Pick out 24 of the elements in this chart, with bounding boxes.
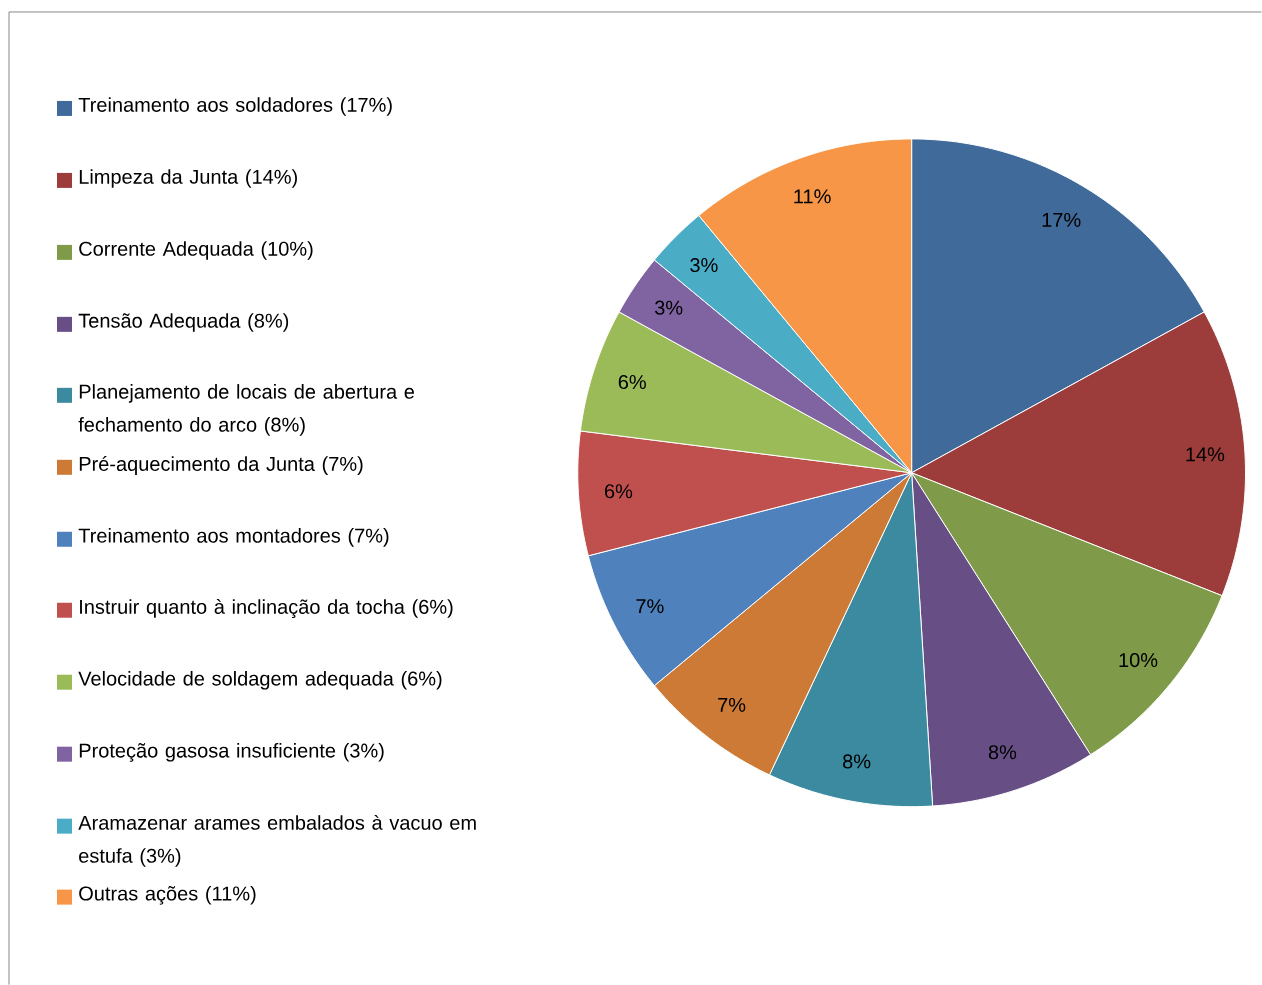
legend-label: Velocidade de soldagem adequada (6%) [78, 670, 442, 690]
data-label: 11% [794, 189, 831, 204]
legend-label: Proteção gasosa insuficiente (3%) [79, 742, 384, 762]
legend-label: Treinamento aos soldadores (17%) [78, 97, 392, 116]
legend-label: Treinamento aos montadores (7%) [78, 527, 389, 547]
legend-label: Pré-aquecimento da Junta (7%) [79, 456, 363, 475]
data-label: 8% [988, 745, 1017, 760]
legend-label: Outras ações (11%) [79, 885, 256, 905]
legend-label: Tensão Adequada (8%) [78, 313, 289, 332]
data-label: 14% [1186, 447, 1225, 462]
legend-label: Corrente Adequada (10%) [79, 241, 313, 260]
data-label: 8% [843, 754, 871, 769]
data-label: 3% [654, 300, 683, 315]
data-label: 10% [1119, 652, 1158, 668]
legend-label: Limpeza da Junta (14%) [79, 169, 297, 188]
data-label: 7% [718, 697, 746, 712]
legend-label: Instruir quanto à inclinação da tocha (6%) [80, 598, 453, 618]
data-label: 7% [636, 599, 664, 614]
legend-label: Aramazenar arames embalados à vacuo em estufa (3%) [78, 814, 476, 867]
data-label: 3% [690, 257, 718, 273]
data-label: 6% [604, 484, 633, 499]
data-label: 17% [1042, 212, 1081, 227]
legend-label: Planejamento de locais de abertura e fechamento do arco (8%) [78, 384, 415, 436]
data-label: 6% [618, 374, 646, 390]
